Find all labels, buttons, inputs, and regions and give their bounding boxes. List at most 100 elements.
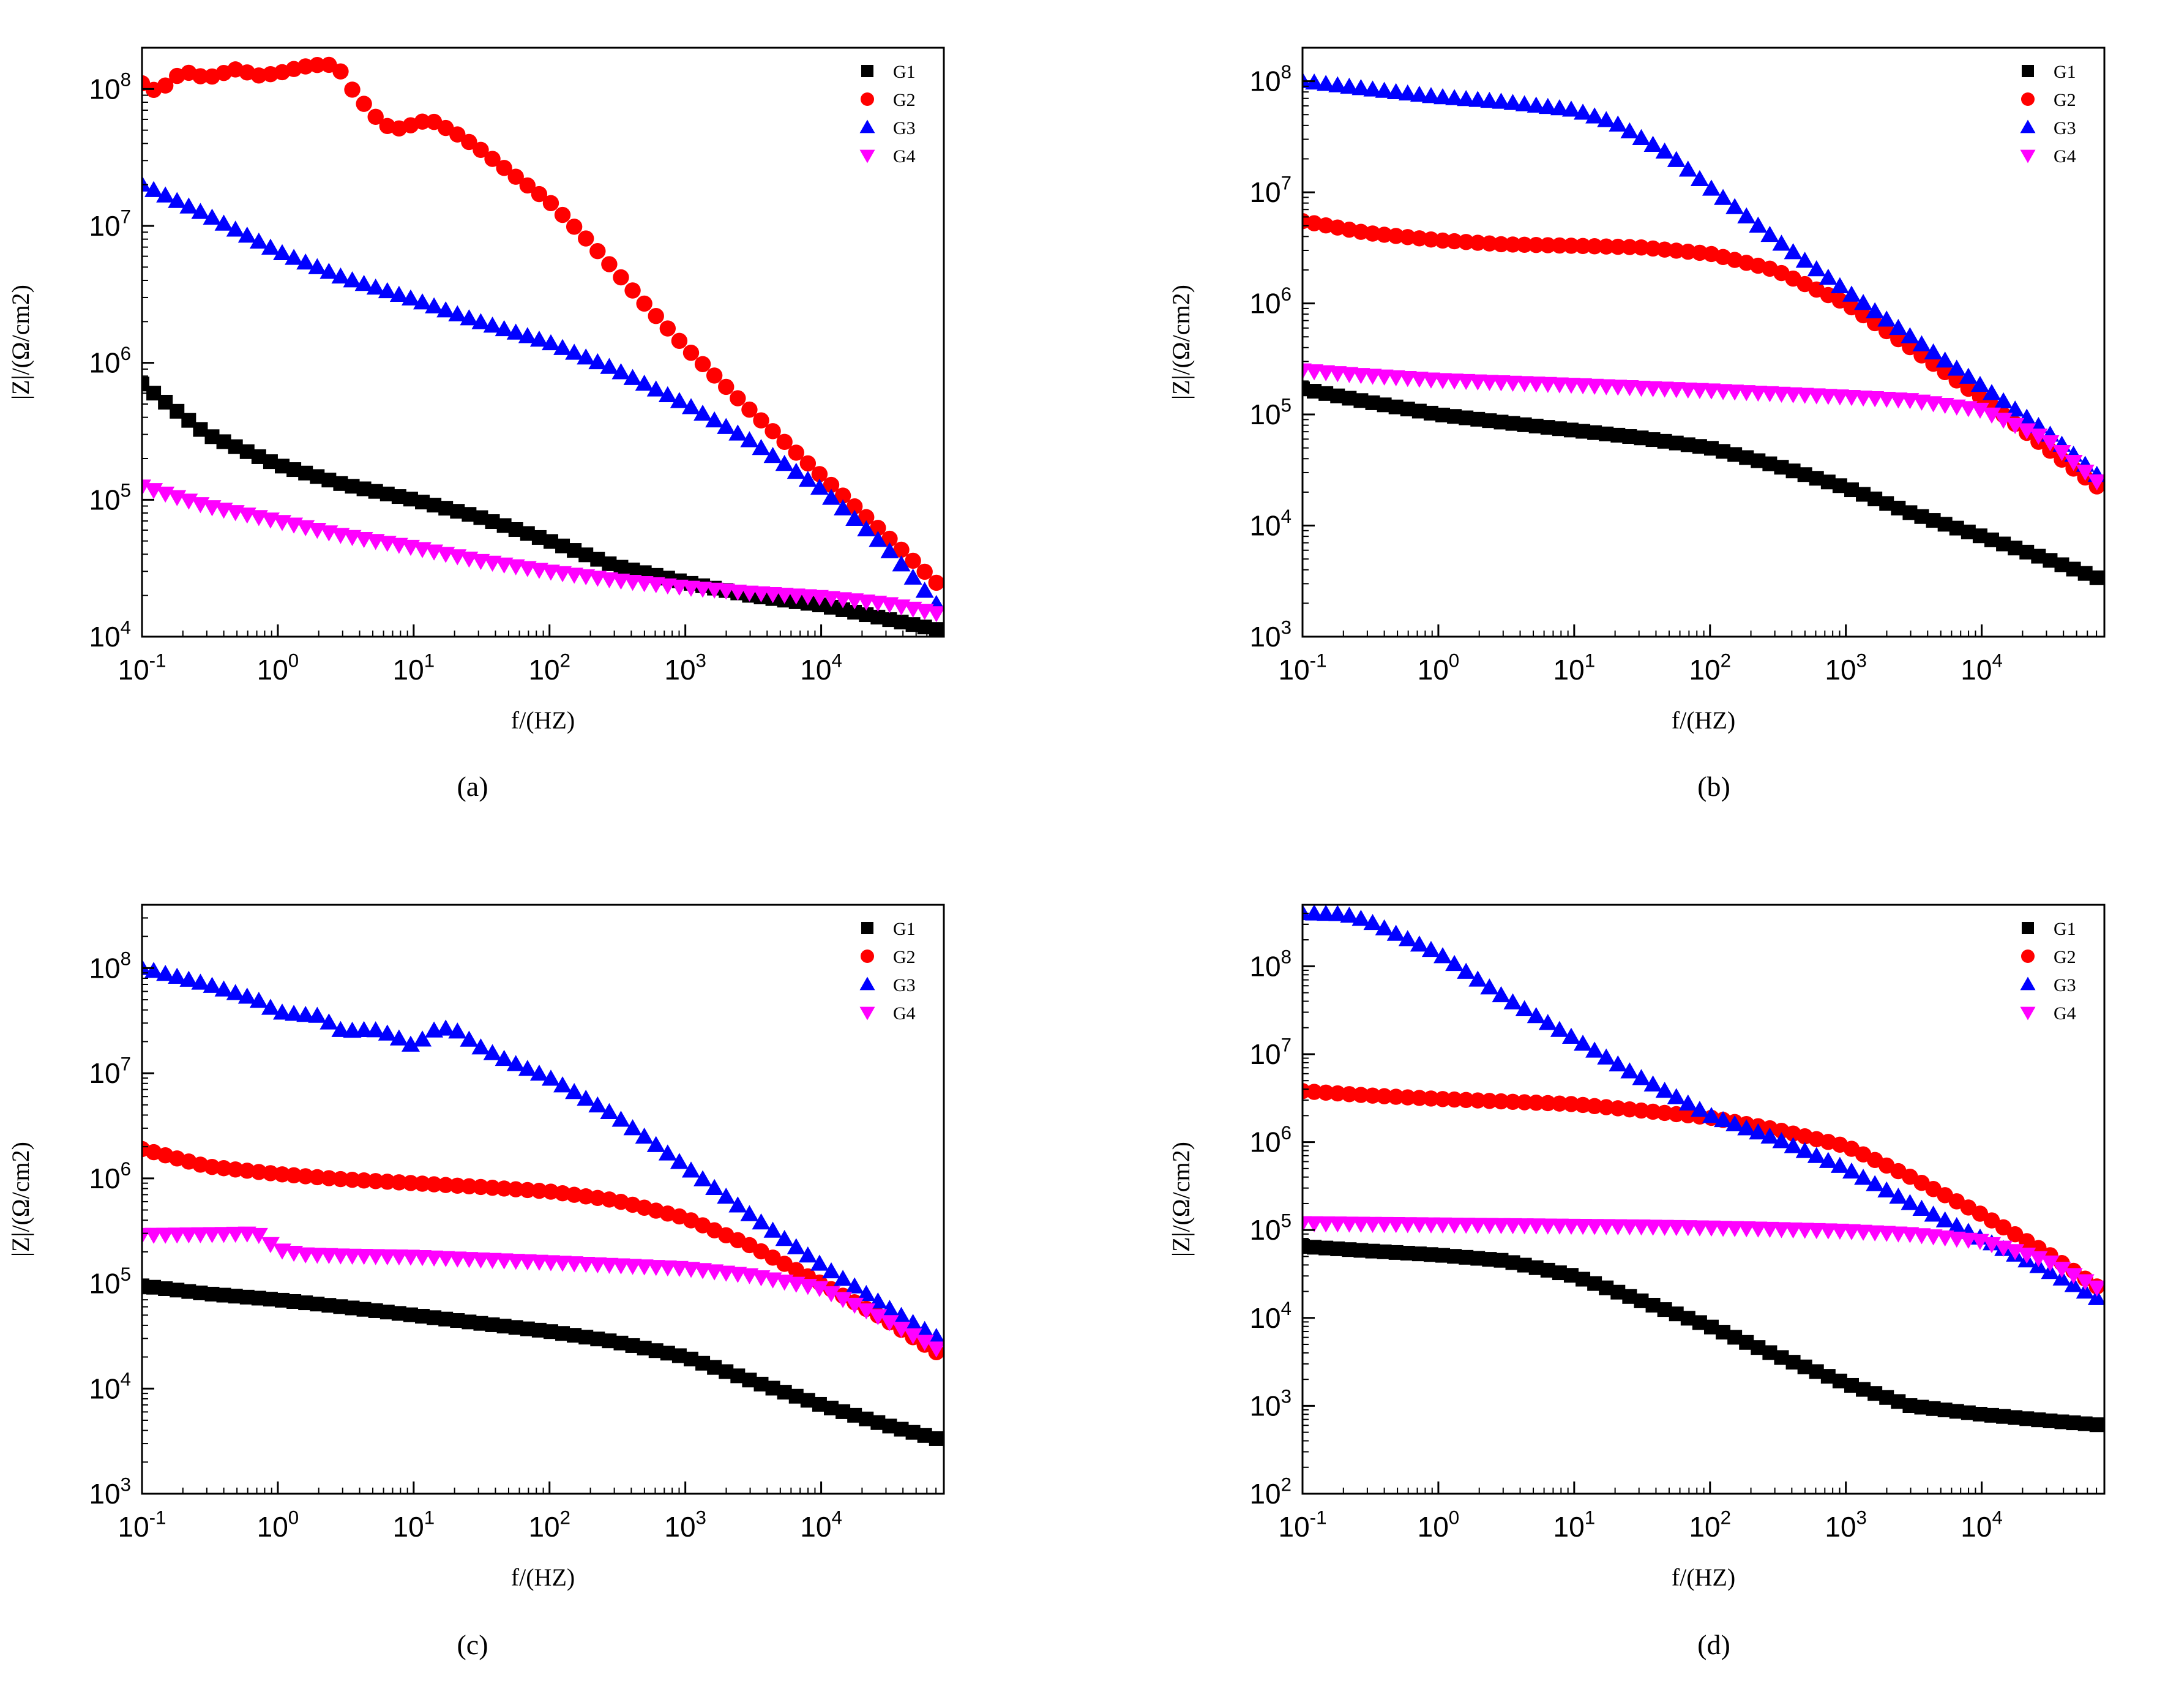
marker-g2 <box>414 113 431 130</box>
marker-g3 <box>1901 327 1920 343</box>
marker-g2 <box>893 541 910 558</box>
marker-g4 <box>1585 1219 1604 1235</box>
marker-g3 <box>1410 86 1429 102</box>
x-axis-label: f/(HZ) <box>1672 706 1735 734</box>
marker-g3 <box>1866 302 1885 318</box>
marker-g3 <box>763 1221 782 1238</box>
marker-g3 <box>179 970 198 987</box>
marker-g3 <box>845 1277 864 1294</box>
marker-g3 <box>413 1030 432 1047</box>
marker-g3 <box>1877 1181 1896 1197</box>
marker-g3 <box>389 1029 408 1046</box>
marker-g2 <box>601 256 618 272</box>
marker-g3 <box>541 1069 560 1086</box>
chart-panel-2: 10-1 100 101 102 103 104 103 104 105 106 107 108 f/(… <box>1167 47 2106 734</box>
marker-g4 <box>1351 1216 1370 1233</box>
marker-g3 <box>1866 1175 1885 1191</box>
y-tick-label: 108 <box>1249 61 1292 97</box>
marker-g3 <box>1574 1035 1593 1051</box>
marker-g2 <box>1656 1104 1673 1122</box>
series-group <box>142 959 944 1446</box>
marker-g3 <box>2006 400 2025 417</box>
x-tick-label: 103 <box>1825 1507 1867 1543</box>
marker-g3 <box>869 531 888 547</box>
marker-g3 <box>1340 907 1359 923</box>
marker-g2 <box>1470 1092 1486 1109</box>
x-tick-label: 10-1 <box>118 1507 166 1543</box>
marker-g3 <box>168 967 187 984</box>
marker-g3 <box>1725 198 1744 214</box>
marker-g3 <box>1363 913 1382 931</box>
marker-g4 <box>2064 454 2083 471</box>
x-tick-label: 104 <box>800 650 842 686</box>
marker-g2 <box>321 1170 337 1186</box>
marker-g3 <box>728 424 747 441</box>
marker-g2 <box>1434 1091 1451 1107</box>
marker-g2 <box>531 1182 548 1199</box>
panel-label-d: (d) <box>1697 1629 1730 1660</box>
marker-g3 <box>1363 80 1382 97</box>
marker-g3 <box>506 1055 525 1071</box>
marker-g2 <box>1680 1107 1697 1124</box>
marker-g3 <box>156 186 175 203</box>
marker-g3 <box>623 1119 642 1136</box>
marker-g1 <box>1411 1246 1427 1262</box>
marker-g2 <box>1422 231 1440 248</box>
marker-g3 <box>1655 1082 1674 1098</box>
marker-g4 <box>156 1227 175 1244</box>
marker-g2 <box>356 1172 372 1189</box>
marker-g2 <box>402 1175 419 1191</box>
marker-g2 <box>519 177 536 194</box>
marker-g2 <box>566 219 583 235</box>
marker-g4 <box>915 1335 934 1351</box>
marker-g1 <box>1423 1247 1438 1262</box>
marker-g2 <box>916 563 933 580</box>
marker-g3 <box>529 330 548 347</box>
marker-g3 <box>401 289 420 305</box>
marker-g3 <box>1935 1211 1954 1227</box>
marker-g3 <box>389 285 408 302</box>
marker-g3 <box>600 1103 619 1119</box>
marker-g3 <box>588 1096 607 1113</box>
marker-g3 <box>144 962 163 978</box>
legend-label-g1: G1 <box>893 919 916 939</box>
marker-g3 <box>214 214 233 231</box>
marker-g3 <box>857 1284 876 1302</box>
marker-g4 <box>1784 1222 1803 1239</box>
legend-label-g1: G1 <box>2054 62 2076 82</box>
marker-g3 <box>354 1021 373 1037</box>
y-axis-label: |Z|/(Ω/cm2) <box>1167 285 1195 400</box>
marker-g3 <box>1947 359 1966 376</box>
x-tick-label: 102 <box>1689 650 1731 686</box>
marker-g3 <box>1924 343 1943 360</box>
marker-g2 <box>1376 227 1393 243</box>
marker-g3 <box>1480 91 1499 108</box>
marker-g4 <box>845 1297 864 1314</box>
marker-g2 <box>1621 1101 1638 1118</box>
marker-g3 <box>448 1022 467 1039</box>
marker-g4 <box>1655 1219 1674 1236</box>
marker-g3 <box>203 208 222 225</box>
marker-g4 <box>179 1227 198 1244</box>
marker-g2 <box>1972 389 1989 405</box>
plot-frame <box>1301 904 2106 1495</box>
marker-g3 <box>273 244 292 260</box>
marker-g3 <box>1480 978 1499 995</box>
y-tick-label: 106 <box>1249 1122 1292 1158</box>
x-axis-label: f/(HZ) <box>511 1564 575 1591</box>
marker-g3 <box>1784 243 1803 260</box>
x-tick-label: 103 <box>664 1507 706 1543</box>
marker-g3 <box>237 227 256 243</box>
marker-g2 <box>309 57 326 73</box>
marker-g2 <box>554 206 571 223</box>
marker-g2 <box>823 476 840 493</box>
marker-g2 <box>1481 1093 1498 1109</box>
marker-g4 <box>308 1248 327 1264</box>
marker-g2 <box>764 423 781 440</box>
marker-g4 <box>2029 429 2048 445</box>
marker-g4 <box>2006 418 2025 435</box>
marker-g3 <box>366 278 385 295</box>
marker-g3 <box>1515 1000 1534 1016</box>
marker-g4 <box>1468 1218 1487 1234</box>
legend-label-g4: G4 <box>2054 146 2076 167</box>
